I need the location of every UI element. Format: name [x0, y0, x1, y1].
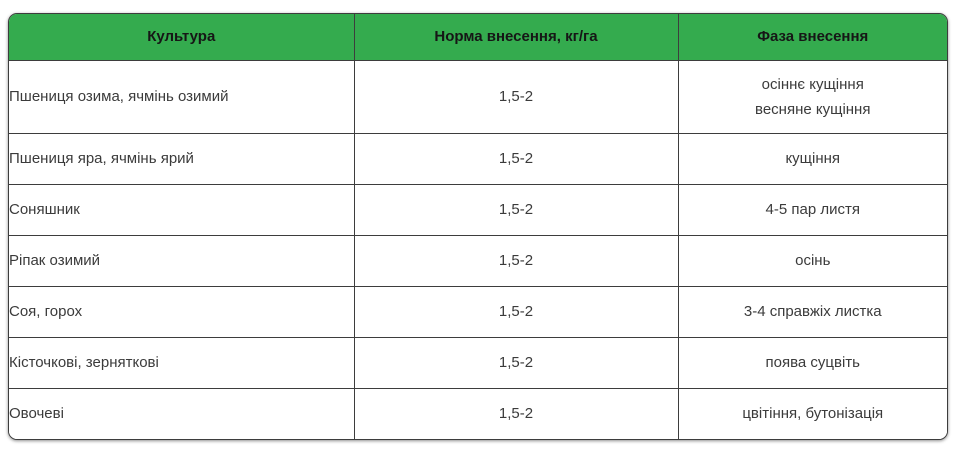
column-header-culture: Культура: [9, 14, 355, 61]
cell-culture: Ріпак озимий: [9, 235, 355, 287]
cell-rate: 1,5-2: [354, 388, 679, 439]
cell-culture: Пшениця озима, ячмінь озимий: [9, 60, 355, 134]
cell-culture: Кісточкові, зерняткові: [9, 337, 355, 389]
cell-phase: поява суцвіть: [678, 337, 947, 389]
cell-rate: 1,5-2: [354, 286, 679, 338]
cell-rate: 1,5-2: [354, 337, 679, 389]
cell-culture: Пшениця яра, ячмінь ярий: [9, 133, 355, 185]
phase-line: 4-5 пар листя: [765, 201, 860, 218]
table-row: Соя, горох 1,5-2 3-4 справжіх листка: [9, 286, 947, 338]
header-row: Культура Норма внесення, кг/га Фаза внес…: [9, 14, 947, 61]
phase-line: поява суцвіть: [765, 354, 860, 371]
table-row: Кісточкові, зерняткові 1,5-2 поява суцвіть: [9, 337, 947, 389]
phase-line: кущіння: [785, 150, 841, 167]
cell-rate: 1,5-2: [354, 60, 679, 134]
cell-phase: кущіння: [678, 133, 947, 185]
phase-line: осінь: [795, 252, 831, 269]
cell-phase: 3-4 справжіх листка: [678, 286, 947, 338]
column-header-rate: Норма внесення, кг/га: [354, 14, 679, 61]
cell-phase: 4-5 пар листя: [678, 184, 947, 236]
table-row: Соняшник 1,5-2 4-5 пар листя: [9, 184, 947, 236]
cell-phase: цвітіння, бутонізація: [678, 388, 947, 439]
crops-table-container: Культура Норма внесення, кг/га Фаза внес…: [8, 13, 948, 440]
cell-culture: Соняшник: [9, 184, 355, 236]
table-row: Пшениця яра, ячмінь ярий 1,5-2 кущіння: [9, 133, 947, 185]
cell-culture: Соя, горох: [9, 286, 355, 338]
table-row: Овочеві 1,5-2 цвітіння, бутонізація: [9, 388, 947, 439]
table-row: Ріпак озимий 1,5-2 осінь: [9, 235, 947, 287]
column-header-phase: Фаза внесення: [678, 14, 947, 61]
phase-line: цвітіння, бутонізація: [742, 405, 884, 423]
table-row: Пшениця озима, ячмінь озимий 1,5-2 осіннє …: [9, 60, 947, 134]
crops-table: Культура Норма внесення, кг/га Фаза внес…: [9, 14, 947, 439]
cell-rate: 1,5-2: [354, 184, 679, 236]
phase-line: 3-4 справжіх листка: [743, 303, 882, 320]
cell-phase: осінь: [678, 235, 947, 287]
cell-phase: осіннє кущіння весняне кущіння: [678, 60, 947, 134]
cell-culture: Овочеві: [9, 388, 355, 439]
phase-line: осіннє кущіння: [761, 75, 864, 93]
cell-rate: 1,5-2: [354, 235, 679, 287]
cell-rate: 1,5-2: [354, 133, 679, 185]
phase-line: весняне кущіння: [755, 100, 871, 118]
